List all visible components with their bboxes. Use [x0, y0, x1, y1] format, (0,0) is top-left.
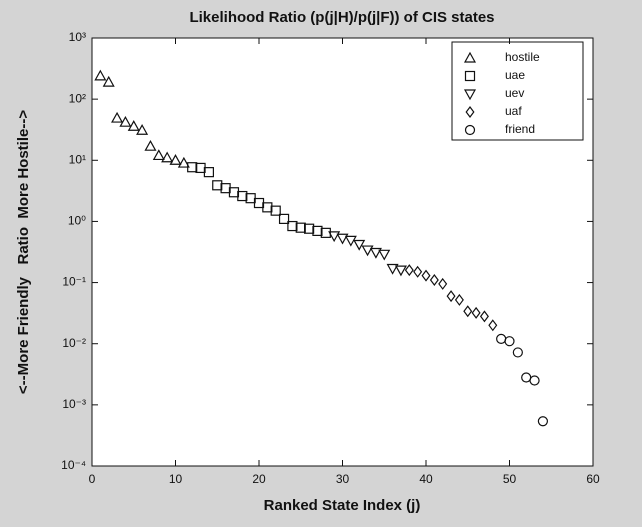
y-tick-label: 10² [69, 91, 86, 105]
point [488, 319, 498, 332]
legend-label: friend [505, 122, 535, 136]
point [512, 347, 523, 358]
point [361, 245, 374, 257]
point [454, 293, 464, 306]
x-tick-label: 10 [169, 472, 183, 486]
y-axis-label: <--More Friendly Ratio More Hostile--> [15, 110, 32, 394]
x-tick-label: 0 [89, 472, 96, 486]
point [463, 305, 473, 318]
point [119, 115, 132, 127]
point [187, 162, 198, 173]
point [287, 220, 298, 232]
x-tick-label: 30 [336, 472, 350, 486]
point [295, 222, 306, 233]
point [177, 156, 190, 168]
point [278, 213, 290, 224]
point [378, 249, 391, 261]
y-tick-label: 10⁻³ [62, 397, 86, 411]
legend-label: hostile [505, 50, 540, 64]
point [328, 231, 341, 243]
point [152, 149, 165, 161]
legend-marker [463, 51, 477, 63]
legend-marker [465, 106, 475, 118]
point [304, 223, 315, 234]
point [237, 190, 248, 202]
point [438, 277, 448, 290]
point [111, 111, 124, 123]
y-tick-label: 10¹ [69, 152, 86, 166]
point [479, 310, 489, 323]
point [471, 306, 481, 319]
point [161, 151, 174, 163]
chart-title: Likelihood Ratio (p(j|H)/p(j|F)) of CIS … [189, 9, 494, 26]
y-tick-label: 10⁻¹ [62, 275, 86, 289]
point [353, 239, 366, 251]
point [421, 269, 431, 282]
x-tick-label: 60 [586, 472, 600, 486]
point [336, 233, 349, 245]
x-tick-label: 50 [503, 472, 517, 486]
point [270, 205, 281, 216]
point [228, 187, 240, 198]
point [344, 235, 357, 247]
y-tick-label: 10⁻⁴ [61, 458, 86, 472]
point [312, 225, 323, 236]
point [394, 265, 407, 277]
point [386, 263, 399, 275]
point [203, 167, 214, 178]
legend-label: uaf [505, 104, 522, 118]
y-tick-label: 10⁰ [68, 214, 86, 228]
y-tick-label: 10⁻² [62, 336, 86, 350]
legend-label: uae [505, 68, 525, 82]
legend-marker [463, 89, 477, 101]
point [446, 290, 456, 303]
y-tick-label: 10³ [69, 30, 86, 44]
x-tick-label: 20 [252, 472, 266, 486]
point [404, 264, 414, 277]
point [429, 274, 439, 287]
legend-marker [464, 124, 476, 136]
point [537, 416, 549, 427]
point [369, 247, 382, 259]
x-axis-label: Ranked State Index (j) [264, 497, 421, 514]
x-tick-label: 40 [419, 472, 433, 486]
point [262, 202, 273, 213]
legend-marker [464, 70, 476, 82]
point [102, 75, 115, 87]
point [94, 69, 107, 81]
point [127, 120, 140, 131]
point [529, 375, 540, 386]
legend-label: uev [505, 86, 524, 100]
point [169, 154, 182, 165]
point [413, 265, 423, 278]
point [136, 124, 149, 135]
point [212, 180, 223, 191]
point [144, 139, 157, 151]
point [504, 336, 515, 347]
